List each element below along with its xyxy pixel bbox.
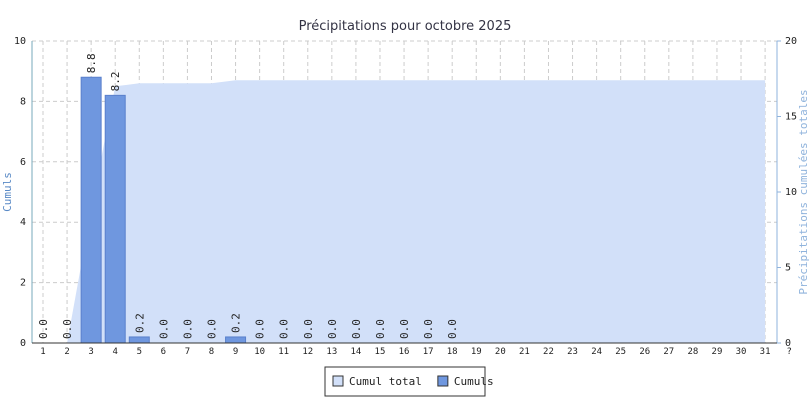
y2-tick-label: 5 bbox=[785, 263, 791, 274]
y-axis-label: Cumuls bbox=[1, 172, 14, 212]
y2-tick-label: 0 bbox=[785, 338, 791, 349]
value-label: 0.0 bbox=[398, 319, 411, 339]
x-tick-label: 29 bbox=[712, 347, 723, 357]
y-tick-label: 8 bbox=[20, 96, 26, 107]
value-label: 0.0 bbox=[157, 319, 170, 339]
legend-box bbox=[324, 366, 486, 397]
x-tick-label: 14 bbox=[350, 347, 361, 357]
value-label: 0.2 bbox=[230, 313, 243, 333]
bar bbox=[80, 76, 102, 344]
y-tick-label: 0 bbox=[20, 338, 26, 349]
x-tick-label: 26 bbox=[639, 347, 650, 357]
x-tick-label: 13 bbox=[326, 347, 337, 357]
y-tick-label: 6 bbox=[20, 157, 26, 168]
x-tick-label: 1 bbox=[40, 347, 45, 357]
value-label: 0.0 bbox=[37, 319, 50, 339]
value-label: 0.0 bbox=[254, 319, 267, 339]
x-tick-label: 11 bbox=[278, 347, 289, 357]
x-tick-label: 9 bbox=[233, 347, 238, 357]
value-label: 8.8 bbox=[85, 53, 98, 73]
legend-swatch bbox=[437, 375, 449, 387]
x-tick-label: 2 bbox=[64, 347, 69, 357]
x-tick-label: 30 bbox=[736, 347, 747, 357]
value-label: 0.0 bbox=[181, 319, 194, 339]
x-tick-label: 25 bbox=[615, 347, 626, 357]
x-tick-label: 31 bbox=[760, 347, 771, 357]
x-tick-label: 23 bbox=[567, 347, 578, 357]
x-tick-label: 20 bbox=[495, 347, 506, 357]
value-label: 0.0 bbox=[205, 319, 218, 339]
value-label: 0.0 bbox=[326, 319, 339, 339]
x-tick-label: 15 bbox=[375, 347, 386, 357]
y2-tick-label: 20 bbox=[785, 36, 797, 47]
legend-label: Cumul total bbox=[349, 375, 422, 388]
value-label: 0.0 bbox=[374, 319, 387, 339]
bar bbox=[225, 336, 247, 344]
x-tick-label: 6 bbox=[161, 347, 166, 357]
y2-tick-label: 15 bbox=[785, 112, 797, 123]
x-tick-label: 5 bbox=[137, 347, 142, 357]
x-tick-label: 19 bbox=[471, 347, 482, 357]
value-label: 0.0 bbox=[446, 319, 459, 339]
x-tick-label: 8 bbox=[209, 347, 214, 357]
x-tick-label: 17 bbox=[423, 347, 434, 357]
x-tick-label: 7 bbox=[185, 347, 190, 357]
value-label: 0.0 bbox=[278, 319, 291, 339]
x-tick-label: 28 bbox=[687, 347, 698, 357]
x-tick-label: 12 bbox=[302, 347, 313, 357]
x-tick-label: 4 bbox=[112, 347, 117, 357]
legend-swatch bbox=[332, 375, 344, 387]
value-label: 0.0 bbox=[61, 319, 74, 339]
area bbox=[43, 80, 766, 343]
x-tick-label: 21 bbox=[519, 347, 530, 357]
y-tick-label: 2 bbox=[20, 278, 26, 289]
value-label: 0.2 bbox=[133, 313, 146, 333]
y-tick-label: 10 bbox=[14, 36, 26, 47]
value-label: 0.0 bbox=[350, 319, 363, 339]
chart-title: Précipitations pour octobre 2025 bbox=[299, 19, 512, 34]
x-tick-label: ? bbox=[786, 347, 791, 357]
x-tick-label: 24 bbox=[591, 347, 602, 357]
x-tick-label: 16 bbox=[399, 347, 410, 357]
x-tick-label: 3 bbox=[88, 347, 93, 357]
x-tick-label: 18 bbox=[447, 347, 458, 357]
x-tick-label: 27 bbox=[663, 347, 674, 357]
y2-tick-label: 10 bbox=[785, 187, 797, 198]
value-label: 0.0 bbox=[422, 319, 435, 339]
y-tick-label: 4 bbox=[20, 217, 26, 228]
bar bbox=[104, 94, 126, 344]
legend-label: Cumuls bbox=[454, 375, 494, 388]
bar bbox=[128, 336, 150, 344]
value-label: 0.0 bbox=[302, 319, 315, 339]
x-tick-label: 10 bbox=[254, 347, 265, 357]
value-label: 8.2 bbox=[109, 71, 122, 91]
x-tick-label: 22 bbox=[543, 347, 554, 357]
y2-axis-label: Précipitations cumulées totales bbox=[797, 89, 810, 294]
